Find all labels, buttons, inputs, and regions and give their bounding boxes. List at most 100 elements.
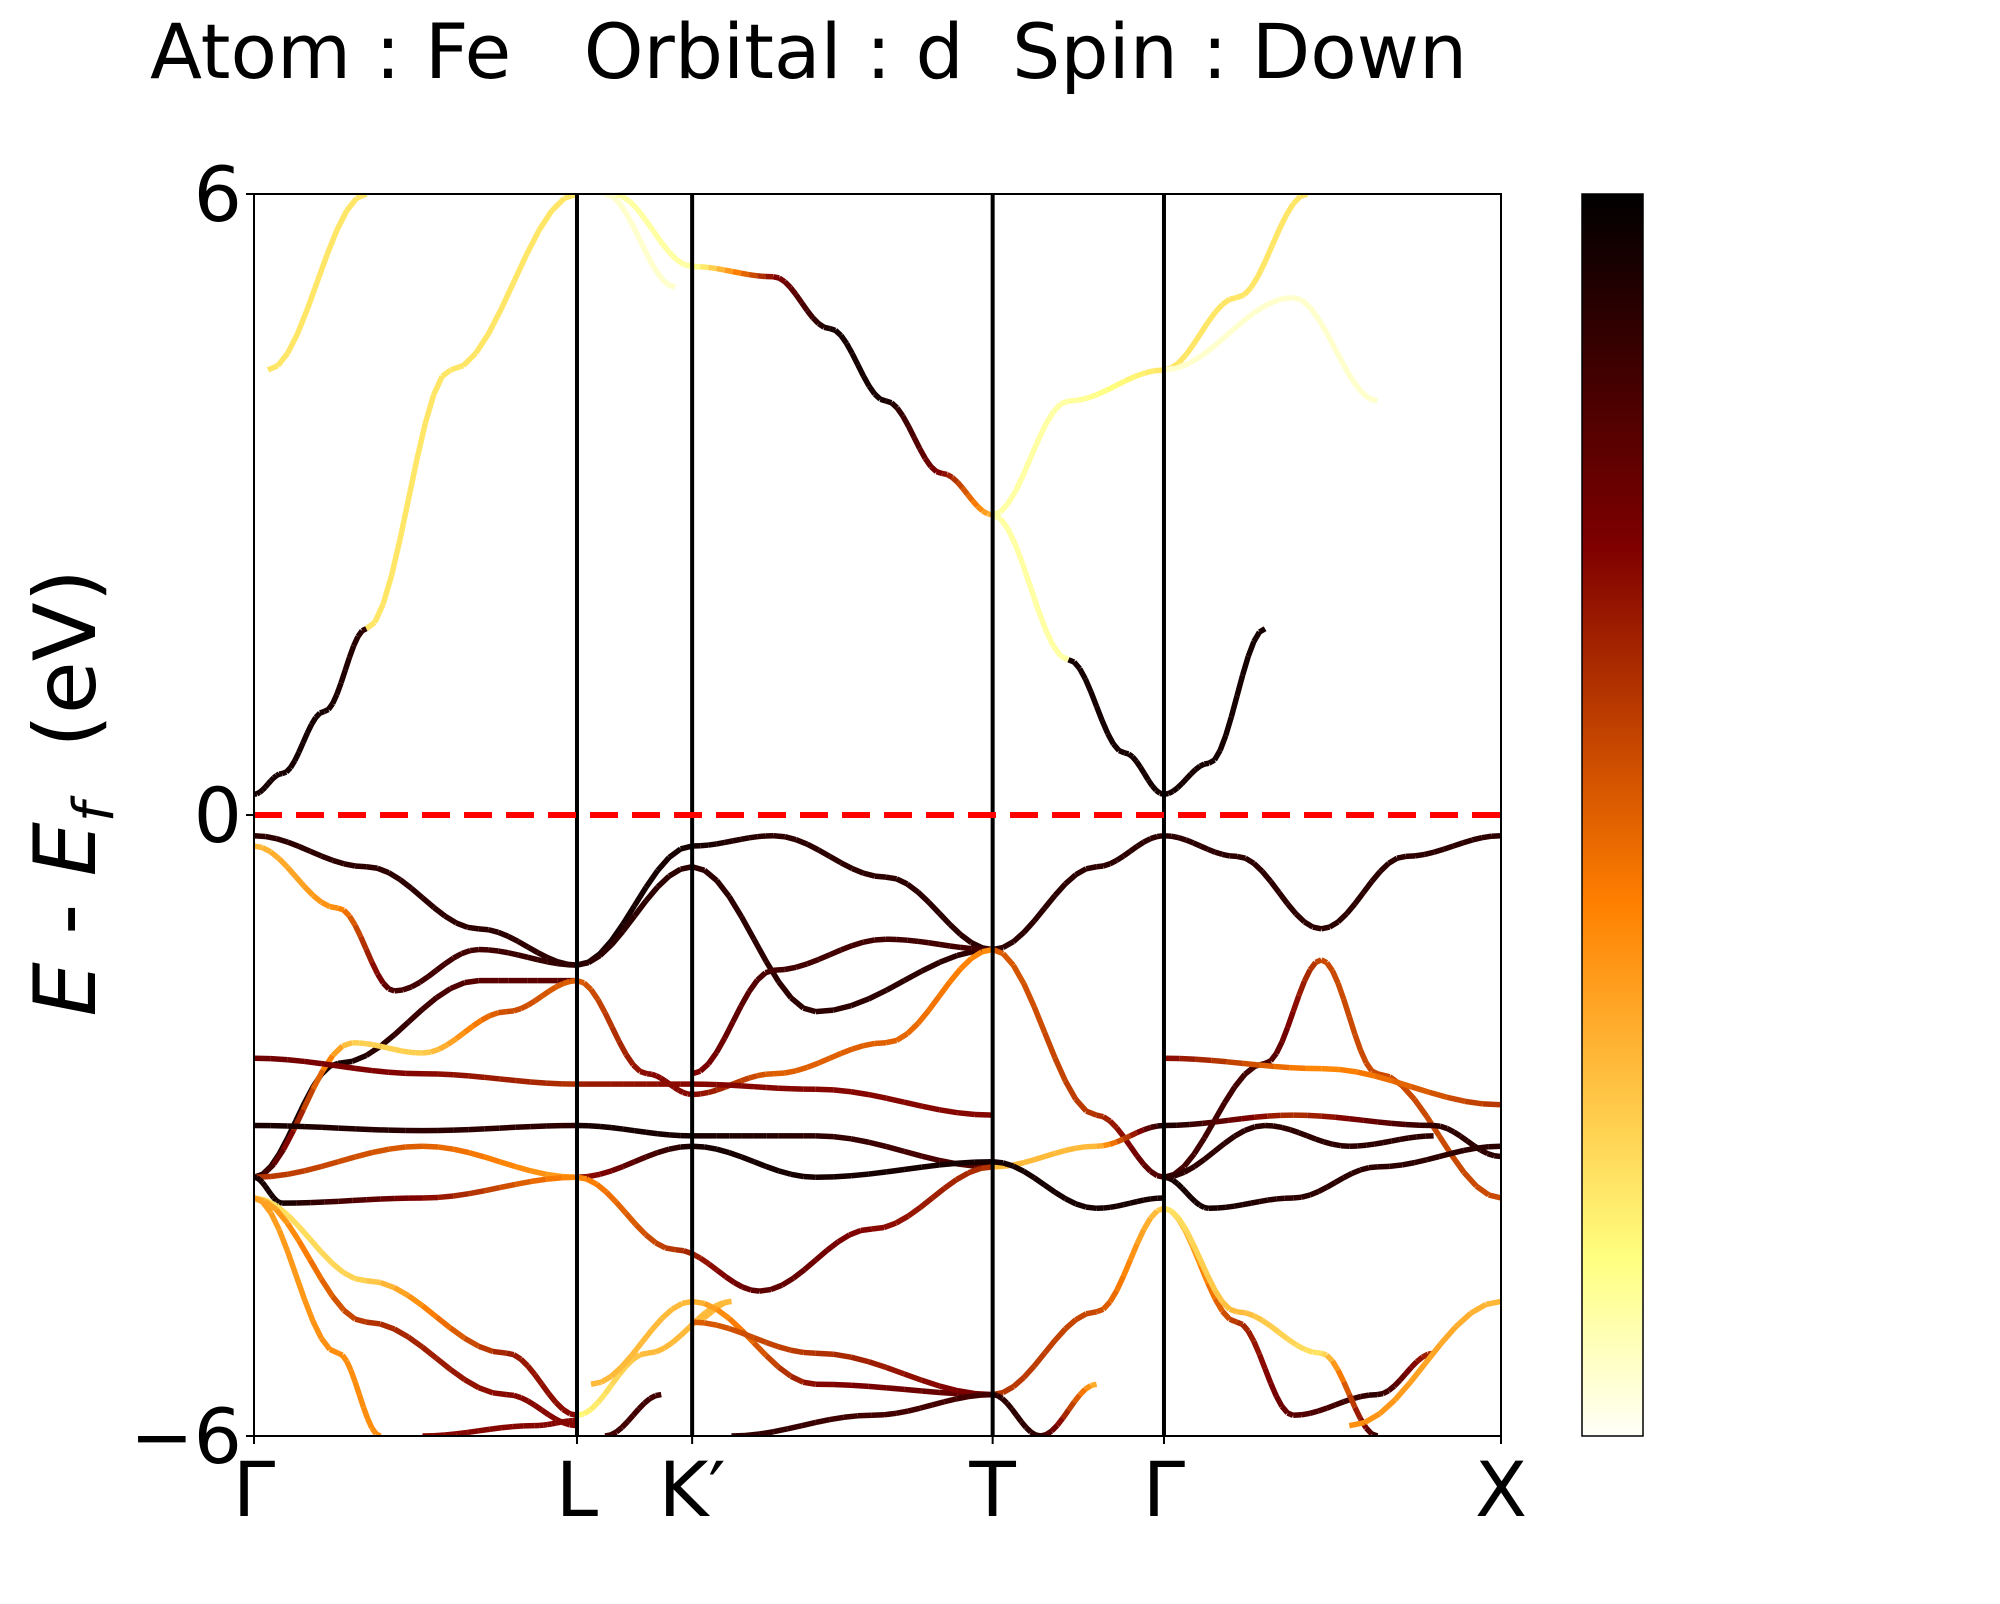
band-segment — [439, 1045, 447, 1050]
band-segment — [338, 1061, 352, 1063]
band-segment — [1013, 1166, 1023, 1171]
band-segment — [830, 950, 841, 955]
band-segment — [1288, 904, 1296, 914]
band-segment — [807, 960, 818, 964]
band-segment — [922, 1165, 940, 1167]
band-segment — [1193, 843, 1200, 846]
band-segment — [1182, 779, 1186, 784]
band-segment — [886, 1147, 904, 1152]
band-segment — [476, 334, 489, 353]
band-segment — [437, 964, 445, 970]
x-tick-label: Γ — [233, 1445, 275, 1534]
band-segment — [364, 1407, 368, 1419]
band-segment — [1461, 1136, 1468, 1141]
band-segment — [1195, 1202, 1199, 1205]
band-segment — [656, 1348, 664, 1352]
band-segment — [852, 1046, 863, 1049]
band-segment — [498, 1012, 506, 1013]
band-segment — [279, 1230, 287, 1252]
band-segment — [1235, 1130, 1245, 1136]
band-segment — [463, 353, 476, 365]
x-tick-label: K′ — [659, 1445, 726, 1534]
band-segment — [612, 1128, 624, 1129]
band-segment — [598, 1394, 605, 1403]
band-segment — [1177, 784, 1181, 788]
band-segment — [528, 947, 538, 953]
band-segment — [646, 871, 658, 888]
band-segment — [1394, 1380, 1400, 1386]
band-segment — [1444, 846, 1454, 849]
band-segment — [408, 1337, 422, 1347]
band-segment — [1226, 717, 1232, 736]
band-segment — [656, 1076, 660, 1078]
band-segment — [1200, 846, 1207, 849]
band-segment — [956, 1173, 968, 1180]
band-segment — [1124, 1203, 1131, 1205]
band-segment — [1237, 1322, 1243, 1324]
band-segment — [473, 1020, 481, 1026]
band-segment — [785, 282, 791, 288]
band-segment — [804, 1260, 815, 1270]
band-segment — [535, 1375, 542, 1385]
band-segment — [1338, 983, 1344, 999]
band-segment — [796, 295, 802, 303]
band-segment — [1313, 1352, 1321, 1353]
band-segment — [884, 1223, 896, 1227]
band-segment — [512, 1426, 523, 1427]
band-segment — [1267, 299, 1280, 304]
band-segment — [1217, 1207, 1225, 1208]
band-segment — [1471, 1304, 1486, 1313]
band-segment — [1000, 518, 1008, 528]
band-segment — [1007, 1403, 1012, 1409]
band-segment — [1481, 1150, 1488, 1153]
band-segment — [438, 1074, 453, 1075]
band-segment — [342, 1043, 352, 1046]
band-segment — [591, 1403, 598, 1410]
band-segment — [528, 1001, 535, 1005]
band-segment — [644, 1399, 650, 1404]
band-segment — [456, 1432, 467, 1433]
band-segment — [708, 844, 716, 845]
band-segment — [1110, 1142, 1117, 1144]
band-segment — [588, 956, 600, 963]
band-segment — [1186, 1193, 1190, 1198]
band-segment — [1057, 1418, 1063, 1425]
band-segment — [1215, 1103, 1225, 1121]
band-segment — [338, 1128, 355, 1129]
band-segment — [389, 1072, 406, 1073]
band-segment — [531, 1171, 546, 1174]
band-segment — [1113, 744, 1119, 751]
band-segment — [279, 774, 282, 775]
band-segment — [1086, 1207, 1096, 1208]
band-segment — [606, 1192, 616, 1202]
band-segment — [508, 953, 518, 955]
band-segment — [1440, 1327, 1455, 1344]
band-segment — [922, 1380, 940, 1386]
band-segment — [944, 1399, 956, 1402]
band-segment — [320, 712, 324, 714]
band-segment — [423, 1347, 437, 1358]
band-segment — [863, 940, 874, 942]
band-segment — [886, 1040, 897, 1042]
band-segment — [453, 1194, 468, 1196]
band-segment — [1055, 1150, 1065, 1153]
band-segment — [394, 990, 402, 991]
band-segment — [254, 1198, 262, 1202]
band-segment — [1389, 1386, 1395, 1391]
band-segment — [276, 1201, 279, 1203]
band-segment — [791, 998, 803, 1008]
band-segment — [635, 1131, 647, 1133]
band-segment — [588, 1174, 600, 1176]
band-segment — [288, 1126, 305, 1127]
band-segment — [299, 743, 303, 753]
band-segment — [366, 867, 377, 869]
band-segment — [646, 1153, 658, 1157]
band-segment — [469, 1153, 484, 1157]
band-segment — [1045, 1340, 1055, 1353]
band-segment — [1391, 1123, 1405, 1124]
band-segment — [431, 1049, 439, 1052]
band-segment — [704, 1315, 708, 1318]
band-segment — [1321, 1069, 1339, 1070]
band-segment — [1065, 1081, 1075, 1099]
